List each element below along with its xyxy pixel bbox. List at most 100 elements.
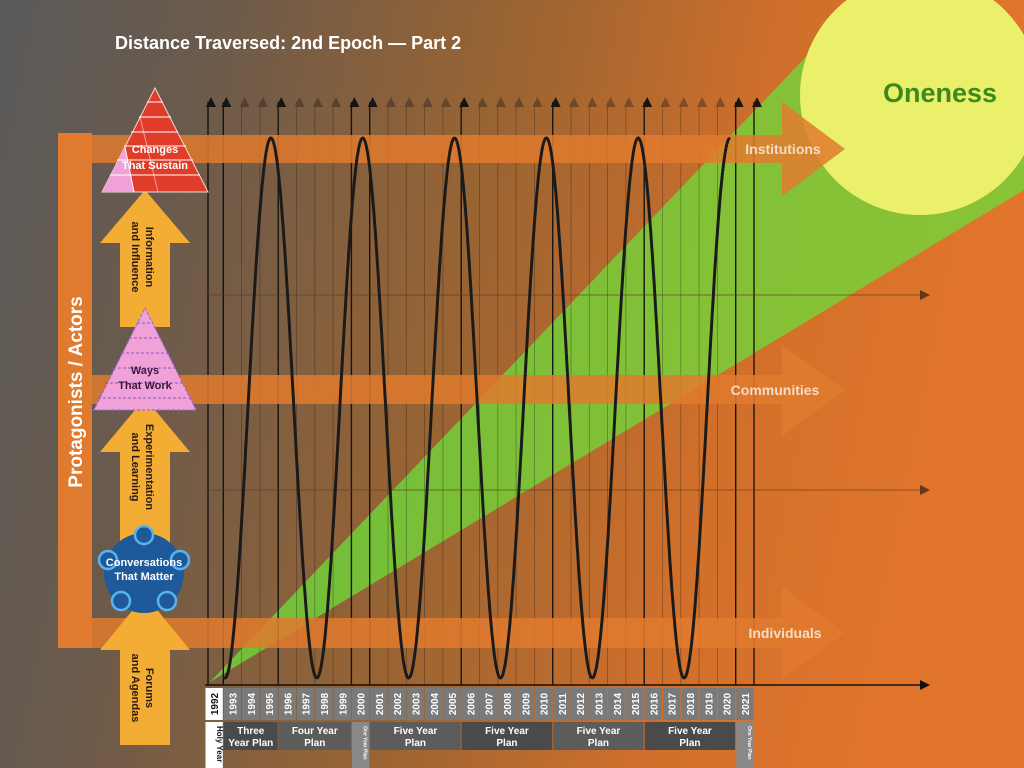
- progress-wave: [223, 136, 732, 680]
- institutions-label: Institutions: [745, 141, 821, 157]
- year-cell: [278, 688, 296, 720]
- year-cell: [260, 688, 278, 720]
- year-cell: [443, 688, 461, 720]
- plan-box: [205, 722, 223, 768]
- plan-label-line2: Year Plan: [228, 738, 273, 749]
- communities-label: Communities: [731, 382, 820, 398]
- year-cell: [553, 688, 571, 720]
- year-label: 2001: [375, 692, 386, 715]
- ways-pyramid: [93, 306, 197, 411]
- info-line1: Information: [143, 227, 155, 288]
- communities-arrow: [90, 345, 845, 436]
- goal-label: Oneness: [883, 78, 997, 108]
- individuals-label: Individuals: [748, 625, 821, 641]
- year-label: 1992: [210, 692, 221, 715]
- forums-line2: and Agendas: [129, 654, 141, 723]
- institutions-arrow: [90, 102, 845, 196]
- plan-label-line2: Plan: [588, 738, 609, 749]
- conversations-line1: Conversations: [106, 557, 182, 569]
- year-cell: [205, 688, 223, 720]
- year-label: 2013: [594, 692, 605, 715]
- year-label: 2004: [430, 692, 441, 715]
- year-label: 2016: [649, 692, 660, 715]
- year-label: 1998: [320, 692, 331, 715]
- year-label: 2008: [503, 692, 514, 715]
- year-label: 1994: [247, 692, 258, 715]
- ways-line1: Ways: [131, 365, 159, 377]
- year-label: 1993: [228, 692, 239, 715]
- year-cell: [425, 688, 443, 720]
- plan-label-line2: Plan: [679, 738, 700, 749]
- year-cell: [589, 688, 608, 720]
- year-labels: 1992 1993 1994 1995 1996 1997 1998 1999 2000 2001…: [205, 688, 754, 720]
- plan-label-line1: Five Year: [577, 726, 621, 737]
- info-line2: and Influence: [129, 222, 141, 293]
- year-label: 1996: [283, 692, 294, 715]
- year-label: 2014: [613, 692, 624, 715]
- year-cell: [297, 688, 315, 720]
- plan-label-line2: Plan: [496, 738, 517, 749]
- year-cell: [608, 688, 626, 720]
- year-label: 2021: [741, 692, 752, 715]
- year-label: 2005: [448, 692, 459, 715]
- page-title: Distance Traversed: 2nd Epoch — Part 2: [115, 33, 461, 53]
- year-cell: [699, 688, 717, 720]
- plan-label: One Year Plan: [746, 726, 752, 760]
- year-cell: [571, 688, 589, 720]
- year-cell: [534, 688, 553, 720]
- year-label: 2019: [704, 692, 715, 715]
- conversations-circle: [97, 524, 191, 613]
- year-cell: [223, 688, 242, 720]
- year-label: 2017: [668, 692, 679, 715]
- year-cell: [388, 688, 406, 720]
- changes-line2: That Sustain: [122, 160, 188, 172]
- plan-box: [223, 722, 278, 750]
- experimentation-line2: and Learning: [129, 432, 141, 501]
- year-label: 2002: [393, 692, 404, 715]
- year-label: 2012: [576, 692, 587, 715]
- year-cell: [480, 688, 498, 720]
- plan-label: One Year Plan: [362, 726, 368, 760]
- forums-line1: Forums: [143, 668, 155, 708]
- plan-label-line2: Plan: [405, 738, 426, 749]
- plan-label-line1: Four Year: [292, 726, 338, 737]
- year-cell: [498, 688, 516, 720]
- year-cell: [406, 688, 425, 720]
- plan-label-line1: Five Year: [394, 726, 438, 737]
- info-influence-arrow: [100, 190, 190, 327]
- year-label: 2015: [631, 692, 642, 715]
- year-cell: [351, 688, 370, 720]
- year-cell: [681, 688, 699, 720]
- plan-box: [461, 722, 553, 750]
- forums-agendas-arrow: [100, 595, 190, 745]
- plan-label-line1: Five Year: [485, 726, 529, 737]
- progress-beam: [210, 0, 1024, 682]
- year-cell: [461, 688, 479, 720]
- year-label: 2009: [521, 692, 532, 715]
- plan-box: [644, 722, 736, 750]
- changes-line1: Changes: [132, 144, 178, 156]
- plan-label-line2: Plan: [304, 738, 325, 749]
- individuals-arrow: [90, 587, 845, 679]
- plan-box: [351, 722, 370, 768]
- year-cell: [736, 688, 754, 720]
- plan-box: [736, 722, 754, 768]
- plan-label-line1: Three: [237, 726, 265, 737]
- year-cell: [315, 688, 333, 720]
- protagonists-bar: [58, 133, 92, 648]
- year-cell: [626, 688, 644, 720]
- year-label: 1995: [265, 692, 276, 715]
- oneness-sun: [800, 0, 1024, 215]
- plan-label-line1: Five Year: [668, 726, 712, 737]
- year-label: 2011: [558, 693, 569, 715]
- year-cell: [516, 688, 534, 720]
- protagonists-label: Protagonists / Actors: [66, 296, 87, 487]
- year-label: 2010: [540, 692, 551, 715]
- year-cell: [370, 688, 388, 720]
- year-cell: [242, 688, 260, 720]
- plan-box: [553, 722, 644, 750]
- year-label: 1999: [338, 692, 349, 715]
- year-cell: [644, 688, 662, 720]
